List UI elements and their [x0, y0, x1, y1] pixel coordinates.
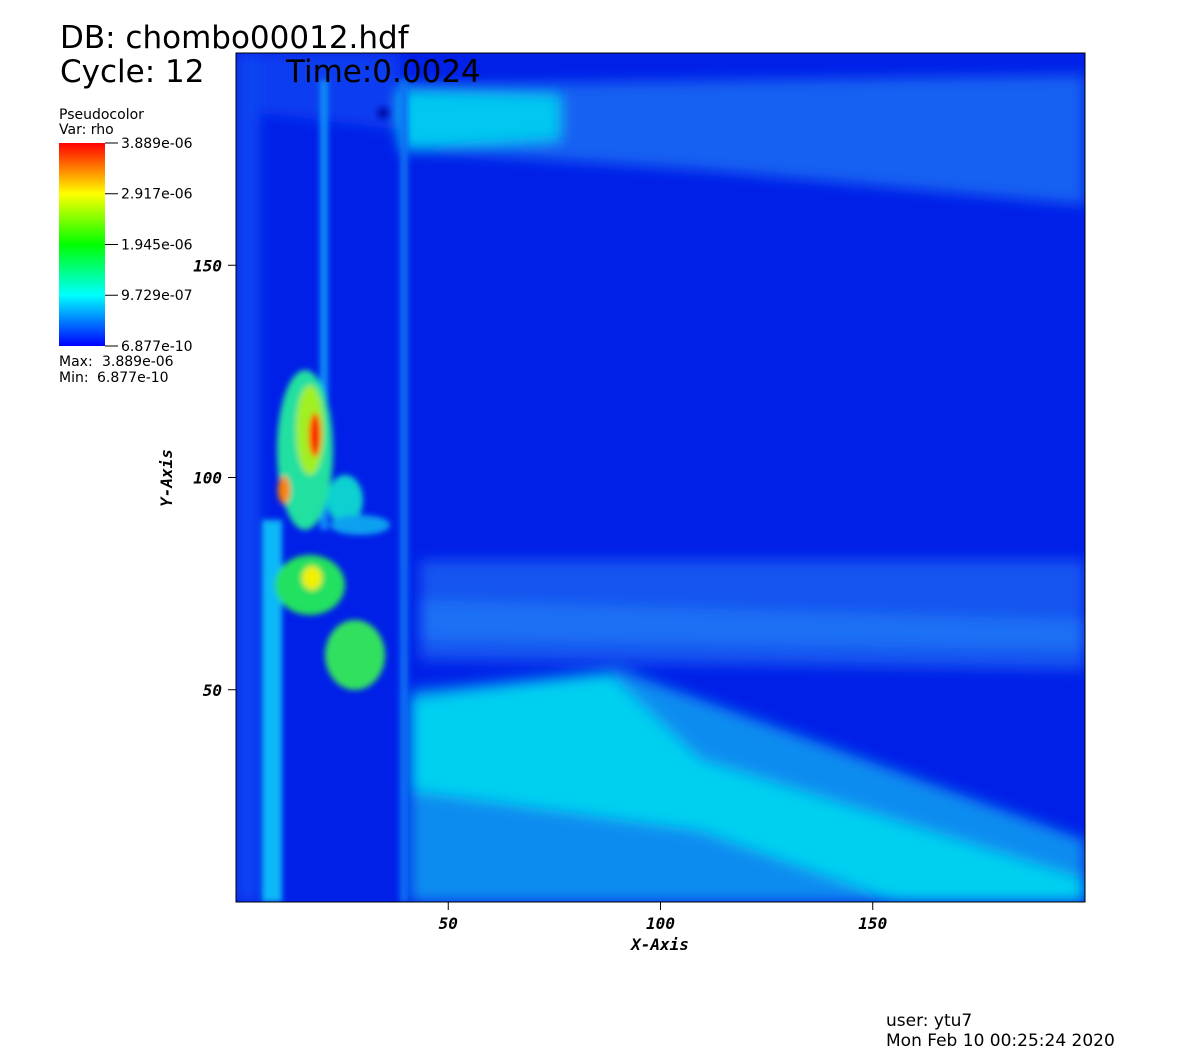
colorbar-tick-label: 1.945e-06 — [121, 237, 193, 253]
max-label: Max: — [59, 354, 93, 370]
x-axis-label: X-Axis — [629, 935, 689, 954]
colorbar-tick-label: 9.729e-07 — [121, 288, 193, 304]
max-value: 3.889e-06 — [102, 354, 174, 370]
legend-title: Pseudocolor — [59, 107, 144, 123]
field — [236, 53, 1085, 902]
colorbar — [59, 143, 105, 346]
y-axis-label: Y-Axis — [157, 449, 176, 507]
db-label: DB: chombo00012.hdf — [60, 20, 410, 56]
time-label: Time:0.0024 — [285, 54, 481, 90]
date-label: Mon Feb 10 00:25:24 2020 — [886, 1031, 1115, 1051]
user-label: user: ytu7 — [886, 1011, 972, 1031]
cycle-label: Cycle: 12 — [60, 54, 204, 90]
x-tick-label: 50 — [439, 914, 458, 933]
y-tick-label: 150 — [193, 256, 222, 275]
y-tick-label: 50 — [203, 681, 222, 700]
colorbar-tick-label: 2.917e-06 — [121, 187, 193, 203]
min-value: 6.877e-10 — [97, 370, 169, 386]
min-label: Min: — [59, 370, 89, 386]
y-tick-label: 100 — [193, 469, 222, 488]
x-tick-label: 100 — [646, 914, 675, 933]
x-tick-label: 150 — [858, 914, 887, 933]
colorbar-tick-label: 6.877e-10 — [121, 339, 193, 355]
legend-var: Var: rho — [59, 122, 114, 138]
colorbar-tick-label: 3.889e-06 — [121, 136, 193, 152]
